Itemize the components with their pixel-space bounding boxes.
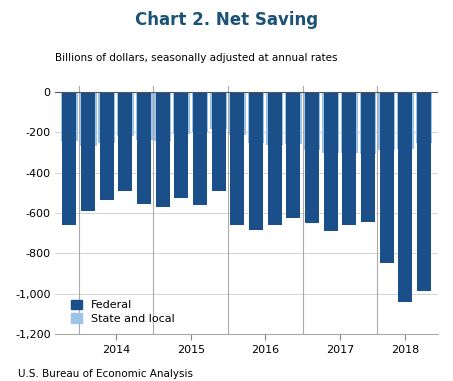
Bar bbox=[266, 92, 283, 145]
Bar bbox=[415, 92, 433, 143]
Bar bbox=[304, 92, 320, 150]
Bar bbox=[174, 92, 188, 198]
Bar bbox=[398, 92, 412, 302]
Bar bbox=[119, 92, 132, 191]
Bar bbox=[323, 92, 339, 154]
Bar bbox=[154, 92, 171, 141]
Bar bbox=[397, 92, 414, 149]
Bar bbox=[380, 92, 394, 263]
Bar bbox=[137, 92, 151, 204]
Bar bbox=[80, 92, 96, 146]
Bar bbox=[231, 92, 245, 225]
Text: U.S. Bureau of Economic Analysis: U.S. Bureau of Economic Analysis bbox=[18, 369, 193, 379]
Bar bbox=[285, 92, 302, 144]
Bar bbox=[417, 92, 431, 291]
Bar bbox=[98, 92, 115, 143]
Bar bbox=[63, 92, 77, 225]
Bar bbox=[81, 92, 95, 211]
Bar bbox=[210, 92, 227, 129]
Bar bbox=[100, 92, 114, 200]
Bar bbox=[324, 92, 337, 231]
Text: Billions of dollars, seasonally adjusted at annual rates: Billions of dollars, seasonally adjusted… bbox=[55, 53, 338, 63]
Bar bbox=[249, 92, 263, 230]
Bar bbox=[117, 92, 134, 136]
Bar bbox=[193, 92, 207, 205]
Bar bbox=[378, 92, 395, 150]
Bar bbox=[136, 92, 153, 140]
Bar bbox=[360, 92, 376, 154]
Bar bbox=[248, 92, 265, 143]
Bar bbox=[341, 92, 358, 154]
Bar bbox=[156, 92, 170, 207]
Bar bbox=[342, 92, 357, 225]
Bar bbox=[212, 92, 226, 191]
Bar bbox=[361, 92, 375, 222]
Bar bbox=[286, 92, 300, 218]
Bar bbox=[192, 92, 208, 132]
Text: Chart 2. Net Saving: Chart 2. Net Saving bbox=[135, 11, 318, 29]
Bar bbox=[268, 92, 282, 225]
Bar bbox=[305, 92, 319, 223]
Bar bbox=[229, 92, 246, 135]
Bar bbox=[173, 92, 190, 134]
Bar bbox=[61, 92, 78, 141]
Legend: Federal, State and local: Federal, State and local bbox=[69, 298, 177, 326]
